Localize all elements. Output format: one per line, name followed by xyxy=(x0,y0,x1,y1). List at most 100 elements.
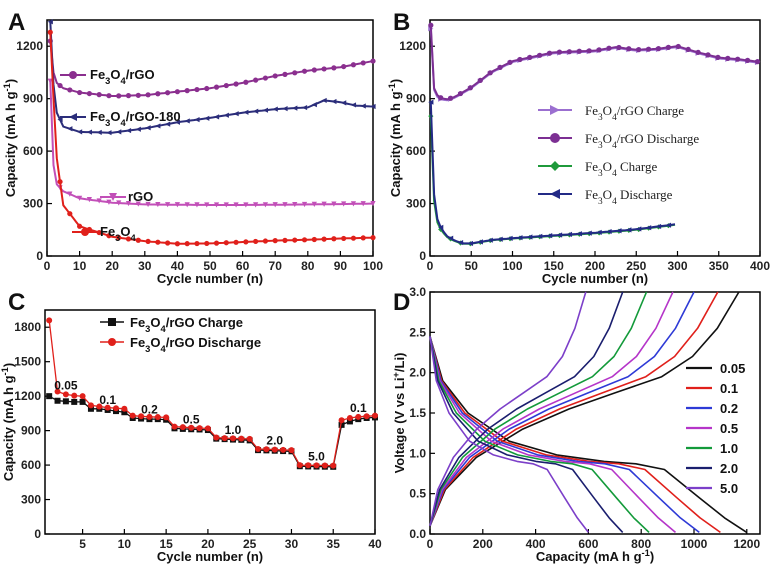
data-point xyxy=(272,73,278,79)
series-line xyxy=(48,320,376,467)
data-point xyxy=(116,200,122,206)
data-point xyxy=(106,130,112,136)
data-point xyxy=(125,127,132,134)
charge-curve xyxy=(429,291,674,527)
data-point xyxy=(238,435,245,442)
data-point xyxy=(636,226,642,232)
data-point xyxy=(223,202,229,208)
legend-marker xyxy=(109,193,117,201)
series-line xyxy=(429,28,758,102)
panel-label: B xyxy=(393,9,410,36)
x-tick-label: 400 xyxy=(526,537,546,551)
x-tick-label: 25 xyxy=(243,537,257,551)
x-tick-label: 200 xyxy=(585,259,605,273)
data-point xyxy=(221,435,228,442)
series-line xyxy=(49,81,373,206)
data-point xyxy=(77,195,83,201)
data-point xyxy=(155,239,161,245)
data-point xyxy=(467,240,474,247)
data-point xyxy=(194,117,200,123)
data-point xyxy=(537,233,543,239)
legend-entry: Fe3O4/rGO Charge xyxy=(130,315,243,334)
legend-entry: Fe3O4/rGO xyxy=(90,67,155,86)
rate-label: 0.05 xyxy=(54,378,78,392)
y-tick-label: 1200 xyxy=(16,39,43,53)
data-point xyxy=(87,405,94,412)
data-point xyxy=(341,201,347,207)
data-point xyxy=(155,91,161,97)
data-point xyxy=(338,421,345,428)
data-point xyxy=(363,413,370,420)
data-point xyxy=(145,125,151,131)
legend-entry: 0.1 xyxy=(720,381,738,396)
panel-C-frame xyxy=(44,309,376,535)
data-point xyxy=(665,44,672,50)
data-point xyxy=(292,201,298,208)
data-point xyxy=(243,109,249,115)
panel-D-frame xyxy=(429,291,761,535)
data-point xyxy=(646,225,652,231)
data-point xyxy=(213,84,220,90)
data-point xyxy=(145,238,151,245)
data-point xyxy=(438,224,444,230)
data-point xyxy=(566,49,573,55)
x-tick-label: 600 xyxy=(578,537,598,551)
series-line xyxy=(49,21,374,134)
y-tick-label: 3.0 xyxy=(409,285,426,299)
x-tick-label: 10 xyxy=(118,537,132,551)
legend-marker xyxy=(550,161,560,171)
data-point xyxy=(213,240,220,246)
data-point xyxy=(547,233,553,239)
series-line xyxy=(48,395,376,468)
data-point xyxy=(715,54,721,60)
data-point xyxy=(350,235,357,241)
data-point xyxy=(311,201,317,207)
rate-label: 2.0 xyxy=(266,433,283,447)
rate-label: 1.0 xyxy=(225,423,242,437)
data-point xyxy=(57,117,63,123)
y-tick-label: 2.0 xyxy=(409,366,426,380)
x-tick-label: 80 xyxy=(301,259,315,273)
data-point xyxy=(46,317,53,324)
y-tick-label: 600 xyxy=(406,144,426,158)
data-point xyxy=(586,230,592,236)
data-point xyxy=(556,232,563,238)
x-axis-label: Cycle number (n) xyxy=(542,271,648,286)
y-tick-label: 0 xyxy=(419,249,426,263)
data-point xyxy=(145,201,151,208)
data-point xyxy=(282,237,288,243)
legend-entry: 1.0 xyxy=(720,441,738,456)
data-point xyxy=(272,238,278,244)
data-point xyxy=(745,57,751,63)
data-point xyxy=(184,118,190,124)
data-point xyxy=(360,201,366,207)
data-point xyxy=(104,404,111,411)
data-point xyxy=(616,228,622,234)
data-point xyxy=(282,106,288,112)
data-point xyxy=(331,201,337,207)
panel-label: A xyxy=(8,9,25,36)
data-point xyxy=(135,92,141,98)
data-point xyxy=(155,201,161,208)
data-point xyxy=(292,105,298,111)
data-point xyxy=(223,240,229,246)
x-tick-label: 0 xyxy=(427,259,434,273)
data-point xyxy=(54,397,61,404)
data-point xyxy=(213,202,220,208)
series-rate-0-1 xyxy=(429,291,721,534)
data-point xyxy=(321,201,327,207)
data-point xyxy=(46,393,53,400)
panel-A: 0 10 20 30 40 50 60 70 80 90 100 0 300 600 900 1200 Cycl… xyxy=(2,9,383,286)
data-point xyxy=(497,64,503,70)
rate-label: 0.5 xyxy=(183,413,200,427)
legend-entry: Fe3O4/rGO Discharge xyxy=(130,335,261,354)
data-point xyxy=(229,435,236,442)
data-point xyxy=(292,70,298,76)
y-tick-label: 900 xyxy=(21,424,41,438)
data-point xyxy=(331,65,337,71)
legend-marker xyxy=(69,71,77,79)
data-point xyxy=(735,56,741,62)
data-point xyxy=(86,129,92,135)
data-point xyxy=(341,235,347,242)
discharge-curve xyxy=(429,336,624,533)
